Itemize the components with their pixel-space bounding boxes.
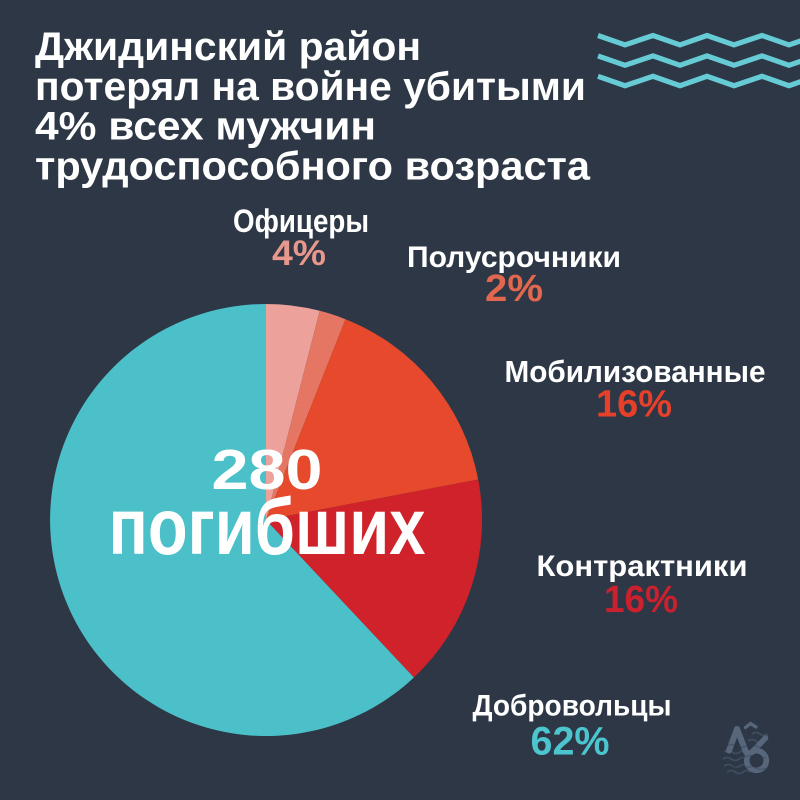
svg-text:2%: 2% (485, 268, 543, 310)
svg-text:Контрактники: Контрактники (537, 550, 748, 583)
svg-text:Полусрочники: Полусрочники (407, 241, 621, 274)
svg-text:16%: 16% (596, 384, 672, 426)
svg-text:62%: 62% (531, 720, 610, 764)
svg-text:280: 280 (212, 438, 323, 502)
svg-text:Мобилизованные: Мобилизованные (505, 354, 766, 389)
svg-text:Добровольцы: Добровольцы (473, 690, 672, 723)
svg-text:трудоспособного возраста: трудоспособного возраста (35, 144, 591, 188)
svg-text:погибших: погибших (109, 482, 426, 571)
svg-text:4% всех мужчин: 4% всех мужчин (35, 105, 376, 149)
svg-text:Офицеры: Офицеры (233, 203, 369, 239)
svg-text:Джидинский район: Джидинский район (35, 25, 421, 69)
svg-text:потерял на войне убитыми: потерял на войне убитыми (35, 65, 586, 109)
svg-text:16%: 16% (604, 579, 678, 621)
svg-text:4%: 4% (272, 234, 326, 273)
